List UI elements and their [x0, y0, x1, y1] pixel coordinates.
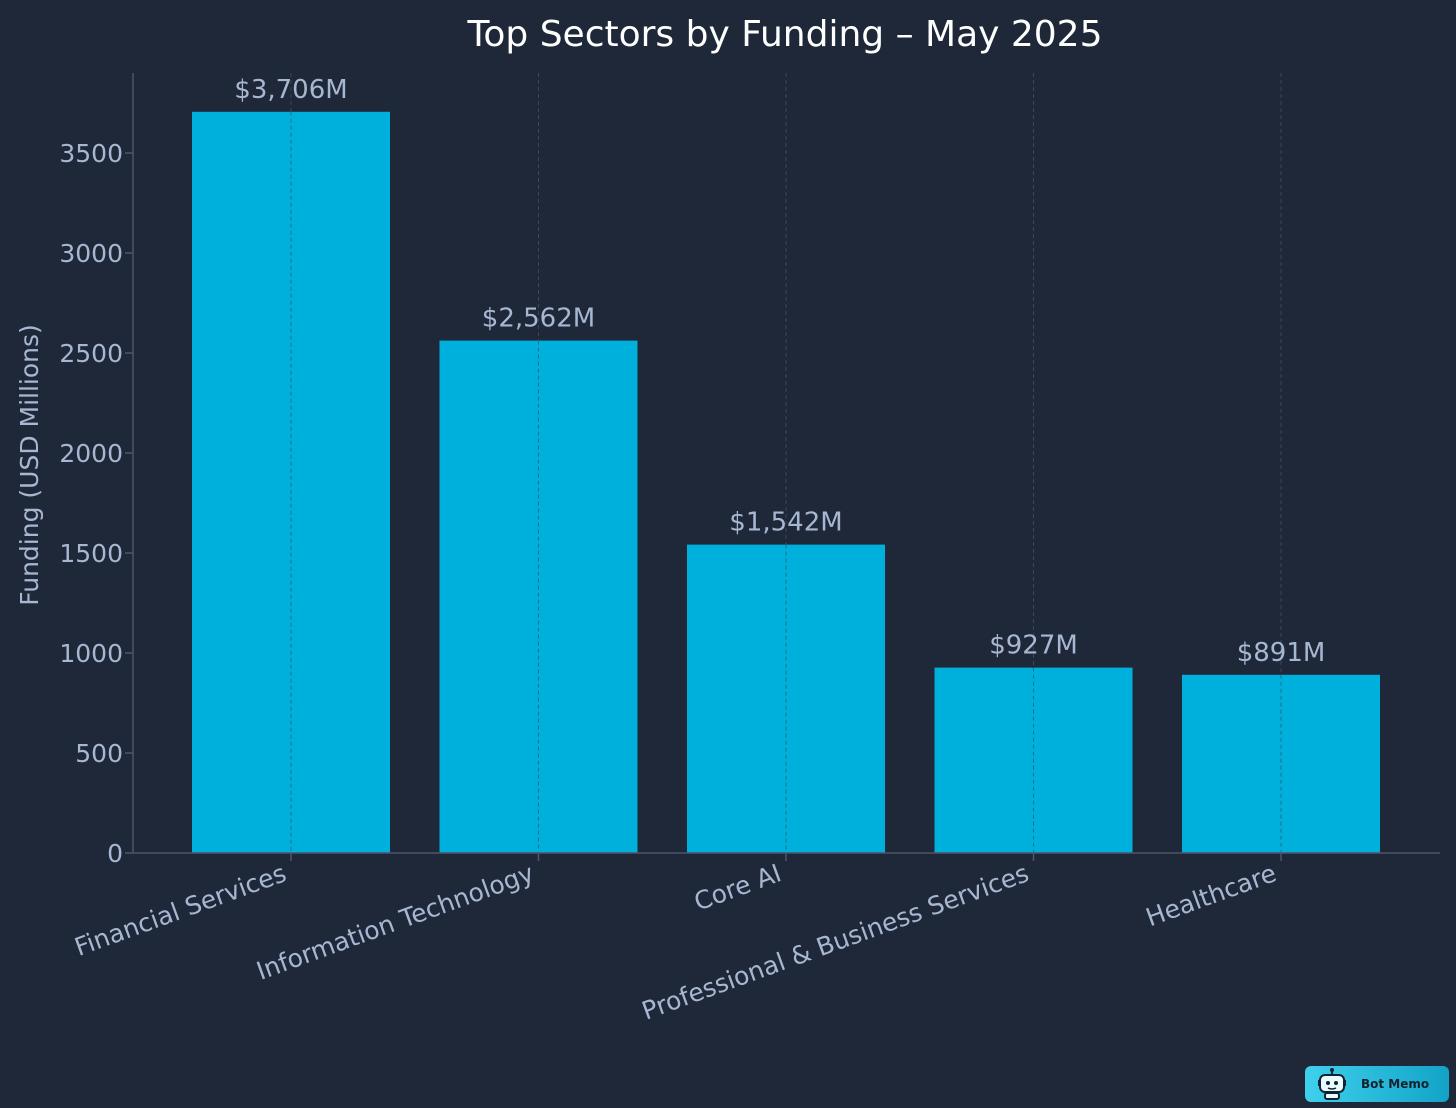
- bar-value-label: $1,542M: [729, 508, 842, 538]
- y-tick-label: 2000: [59, 439, 123, 468]
- y-tick-label: 1000: [59, 639, 123, 668]
- bot-memo-watermark: Bot Memo: [1305, 1066, 1449, 1102]
- x-tick-label: Healthcare: [1142, 858, 1280, 932]
- y-tick-label: 2500: [59, 339, 123, 368]
- x-tick-label: Information Technology: [253, 858, 538, 985]
- bar-value-label: $3,706M: [234, 75, 347, 105]
- bar-value-label: $2,562M: [482, 304, 595, 334]
- robot-icon: [1318, 1068, 1346, 1100]
- y-tick-label: 0: [107, 839, 123, 868]
- y-tick-label: 3000: [59, 239, 123, 268]
- y-axis-label: Funding (USD Millions): [15, 324, 44, 606]
- bar: [1182, 674, 1380, 853]
- x-tick-label: Financial Services: [71, 858, 290, 961]
- x-tick-label: Professional & Business Services: [638, 858, 1032, 1025]
- chart-title: Top Sectors by Funding – May 2025: [467, 14, 1103, 55]
- data-labels: $3,706M $2,562M $1,542M $927M $891M: [234, 75, 1325, 668]
- y-ticks: 0 500 1000 1500 2000 2500 3000 3500: [59, 139, 133, 868]
- watermark-label: Bot Memo: [1361, 1077, 1430, 1091]
- y-tick-label: 3500: [59, 139, 123, 168]
- x-tick-label: Core AI: [690, 858, 785, 916]
- bar-value-label: $891M: [1237, 638, 1326, 668]
- grid-overlay: [290, 111, 1282, 853]
- y-tick-label: 500: [75, 739, 123, 768]
- y-tick-label: 1500: [59, 539, 123, 568]
- bar-value-label: $927M: [989, 631, 1078, 661]
